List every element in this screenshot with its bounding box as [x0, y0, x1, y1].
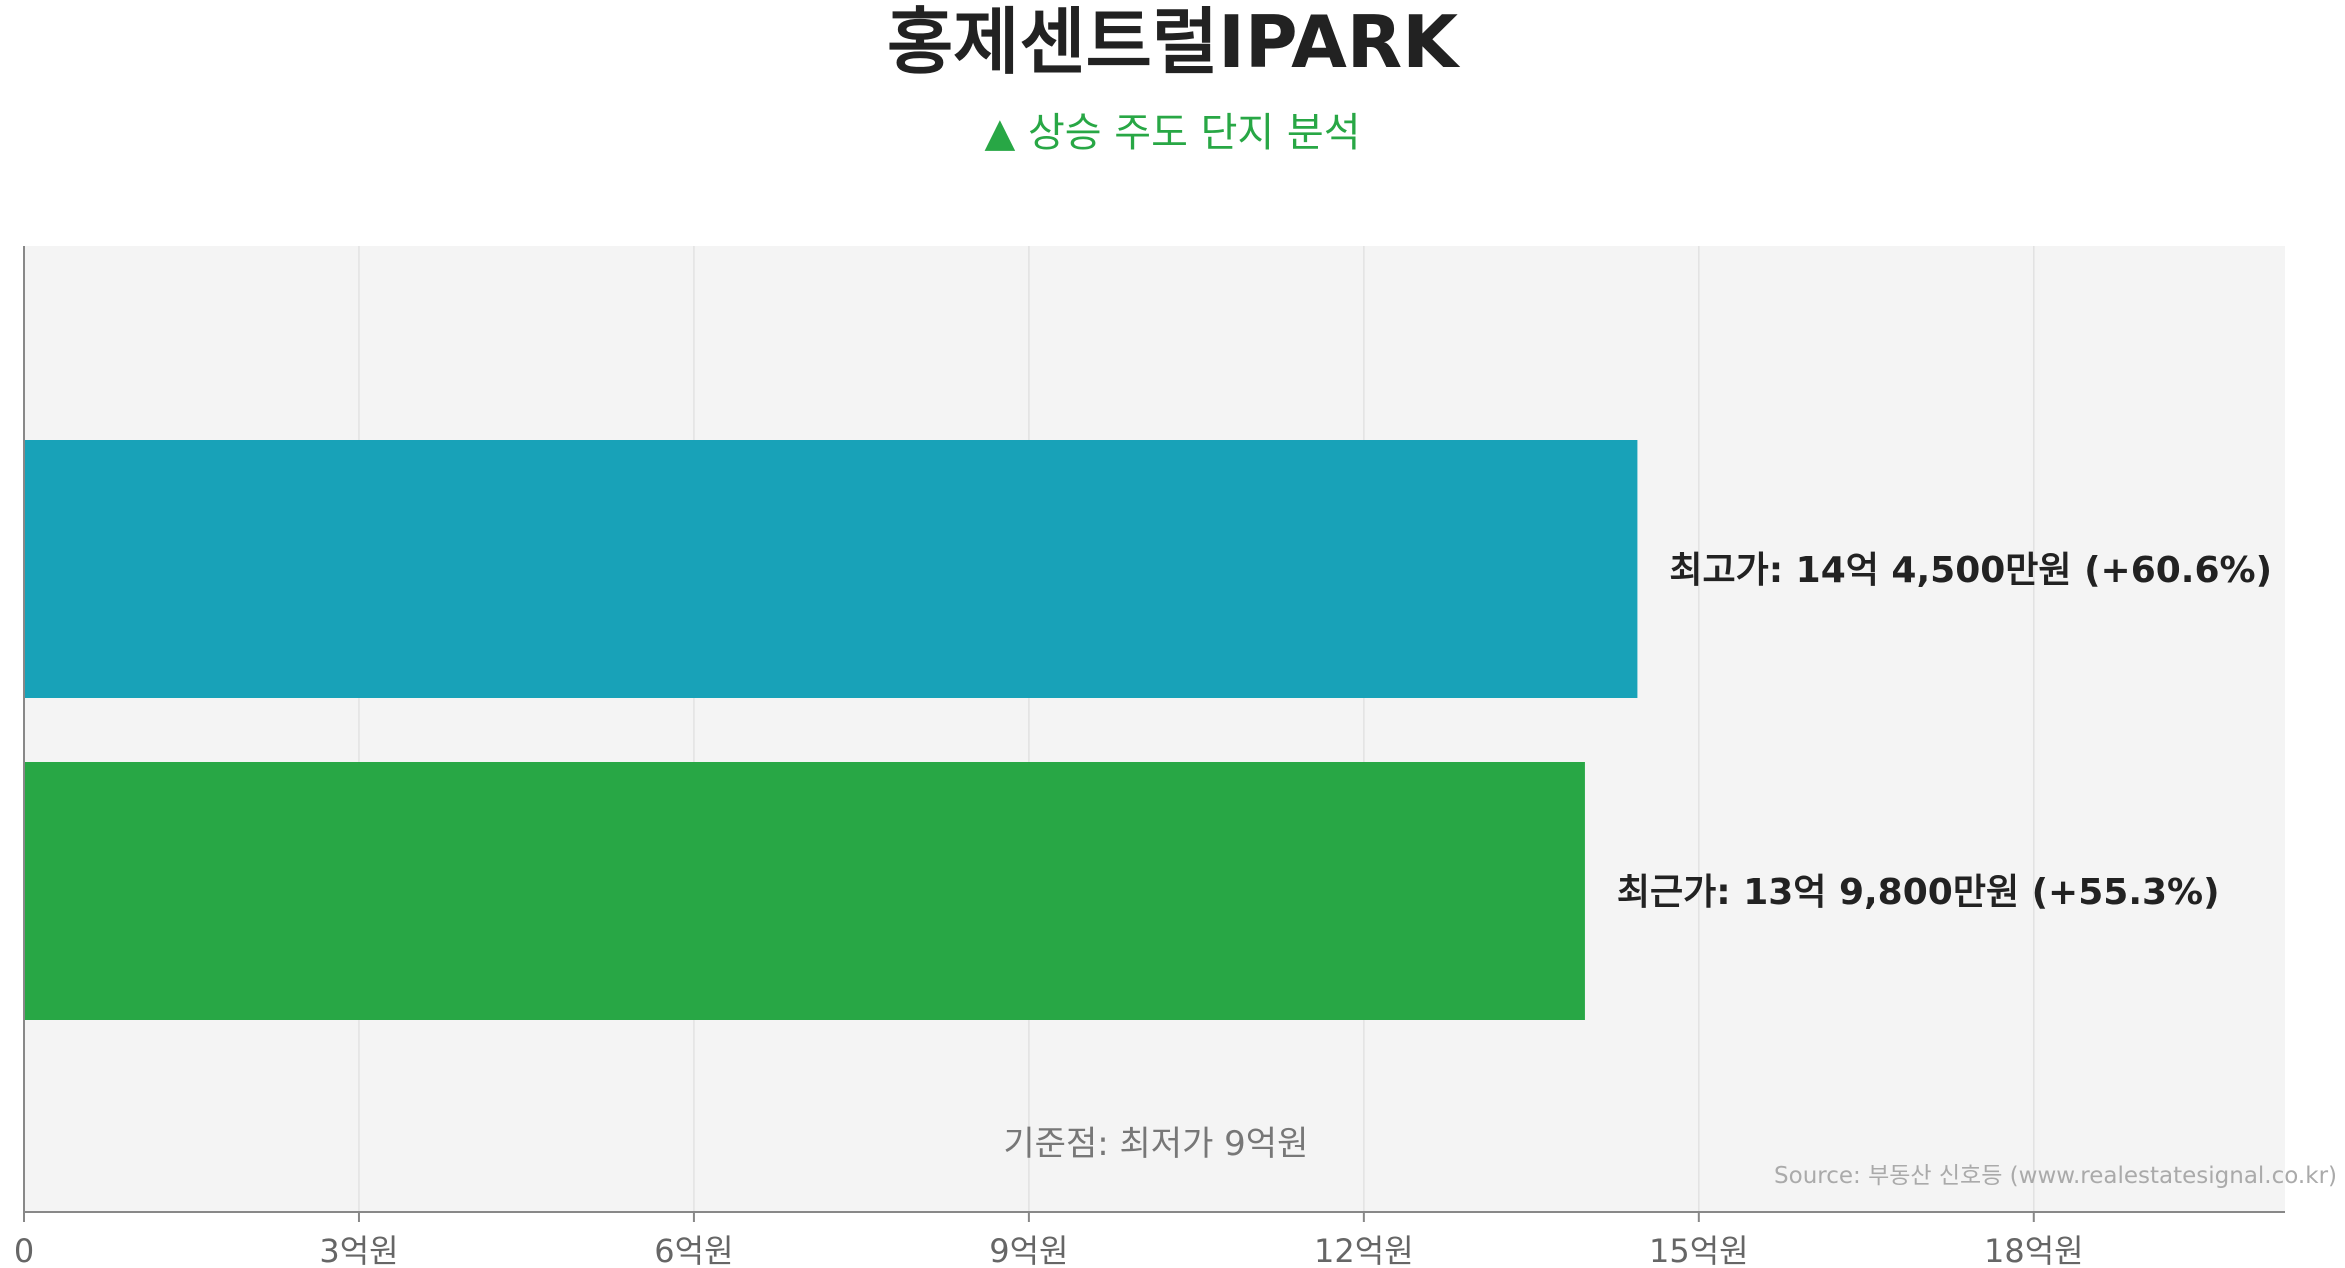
x-tick-label: 3억원: [319, 1232, 398, 1268]
grid-lines: [358, 246, 2035, 1212]
chart-subtitle: ▲ 상승 주도 단지 분석: [984, 110, 1361, 156]
x-tick-labels: 0 3억원 6억원 9억원 12억원 15억원 18억원: [14, 1232, 2084, 1268]
bars: [24, 440, 1638, 1020]
source-note: Source: 부동산 신호등 (www.realestatesignal.co…: [1774, 1163, 2337, 1189]
bar-value-label: 최근가: 13억 9,800만원 (+55.3%): [1617, 872, 2220, 913]
x-tick-label: 15억원: [1649, 1232, 1749, 1268]
x-tick-label: 12억원: [1314, 1232, 1414, 1268]
x-tick-label: 9억원: [989, 1232, 1068, 1268]
x-tick-label: 0: [14, 1232, 34, 1268]
bar-value-label: 최고가: 14억 4,500만원 (+60.6%): [1669, 550, 2272, 591]
axes: [23, 246, 2285, 1222]
plot-background: [24, 246, 2285, 1212]
bar-highest: [24, 440, 1638, 698]
x-tick-label: 18억원: [1984, 1232, 2084, 1268]
baseline-annotation: 기준점: 최저가 9억원: [1003, 1124, 1308, 1164]
x-tick-label: 6억원: [654, 1232, 733, 1268]
bar-labels: 최고가: 14억 4,500만원 (+60.6%) 최근가: 13억 9,800만…: [1617, 550, 2272, 913]
bar-recent: [24, 762, 1585, 1020]
chart-title: 홍제센트럴IPARK: [886, 0, 1459, 84]
